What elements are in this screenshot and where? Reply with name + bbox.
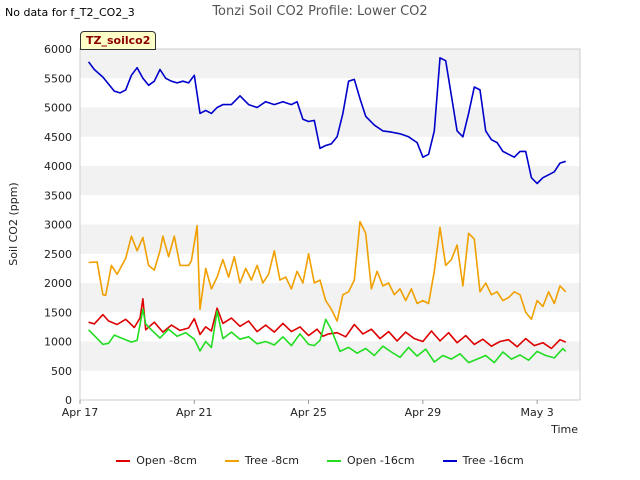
series-line-tree-8cm bbox=[88, 220, 567, 322]
legend-swatch bbox=[442, 459, 457, 462]
plot-frame bbox=[79, 48, 581, 401]
legend-item: Tree -8cm bbox=[224, 454, 299, 467]
grid-band bbox=[80, 166, 580, 196]
y-tick-label: 4500 bbox=[44, 131, 72, 144]
legend-swatch bbox=[327, 459, 341, 462]
grid-band bbox=[80, 370, 580, 400]
legend-item: Open -8cm bbox=[116, 454, 197, 467]
y-tick-label: 2500 bbox=[44, 248, 72, 261]
grid-band bbox=[80, 107, 580, 137]
legend-swatch bbox=[116, 459, 131, 462]
y-tick-label: 500 bbox=[51, 365, 72, 378]
x-tick-label: Apr 17 bbox=[62, 406, 99, 419]
grid-band bbox=[80, 49, 580, 79]
x-axis: Apr 17 Apr 21 Apr 25 Apr 29 May 3 bbox=[62, 400, 554, 419]
series-line-open-16cm bbox=[88, 308, 567, 364]
legend: Open -8cm Tree -8cm Open -16cm Tree -16cm bbox=[0, 454, 640, 467]
y-axis: 0 500 1000 1500 2000 2500 3000 3500 4000 4500 5000… bbox=[44, 43, 72, 407]
series-line-open-8cm bbox=[88, 297, 567, 350]
x-tick-label: Apr 21 bbox=[176, 406, 213, 419]
legend-label: Tree -8cm bbox=[244, 454, 299, 467]
y-axis-label: Soil CO2 (ppm) bbox=[7, 182, 20, 265]
y-tick-label: 3500 bbox=[44, 189, 72, 202]
x-axis-label: Time bbox=[550, 423, 578, 436]
y-tick-label: 5500 bbox=[44, 72, 72, 85]
grid-band bbox=[80, 341, 580, 371]
grid-band bbox=[80, 136, 580, 166]
grid-band bbox=[80, 78, 580, 108]
no-data-note: No data for f_T2_CO2_3 bbox=[5, 6, 135, 19]
series-line-tree-16cm bbox=[87, 56, 566, 185]
legend-swatch bbox=[224, 459, 239, 462]
x-tick-label: Apr 29 bbox=[405, 406, 442, 419]
y-tick-label: 3000 bbox=[44, 219, 72, 232]
y-tick-label: 6000 bbox=[44, 43, 72, 56]
y-tick-label: 1000 bbox=[44, 336, 72, 349]
legend-item: Tree -16cm bbox=[442, 454, 524, 467]
site-tag: TZ_soilco2 bbox=[80, 31, 157, 50]
x-tick-label: Apr 25 bbox=[290, 406, 327, 419]
legend-label: Tree -16cm bbox=[462, 454, 524, 467]
y-tick-label: 5000 bbox=[44, 102, 72, 115]
y-tick-label: 0 bbox=[65, 394, 72, 407]
x-tick-label: May 3 bbox=[521, 406, 554, 419]
y-tick-label: 1500 bbox=[44, 306, 72, 319]
series-lines bbox=[87, 56, 567, 364]
legend-label: Open -16cm bbox=[347, 454, 415, 467]
y-tick-label: 4000 bbox=[44, 160, 72, 173]
legend-label: Open -8cm bbox=[136, 454, 197, 467]
grid-band bbox=[80, 195, 580, 225]
grid-band bbox=[80, 224, 580, 254]
grid-bands bbox=[80, 49, 580, 400]
grid-band bbox=[80, 253, 580, 283]
legend-item: Open -16cm bbox=[327, 454, 415, 467]
y-tick-label: 2000 bbox=[44, 277, 72, 290]
chart-title: Tonzi Soil CO2 Profile: Lower CO2 bbox=[212, 4, 428, 19]
